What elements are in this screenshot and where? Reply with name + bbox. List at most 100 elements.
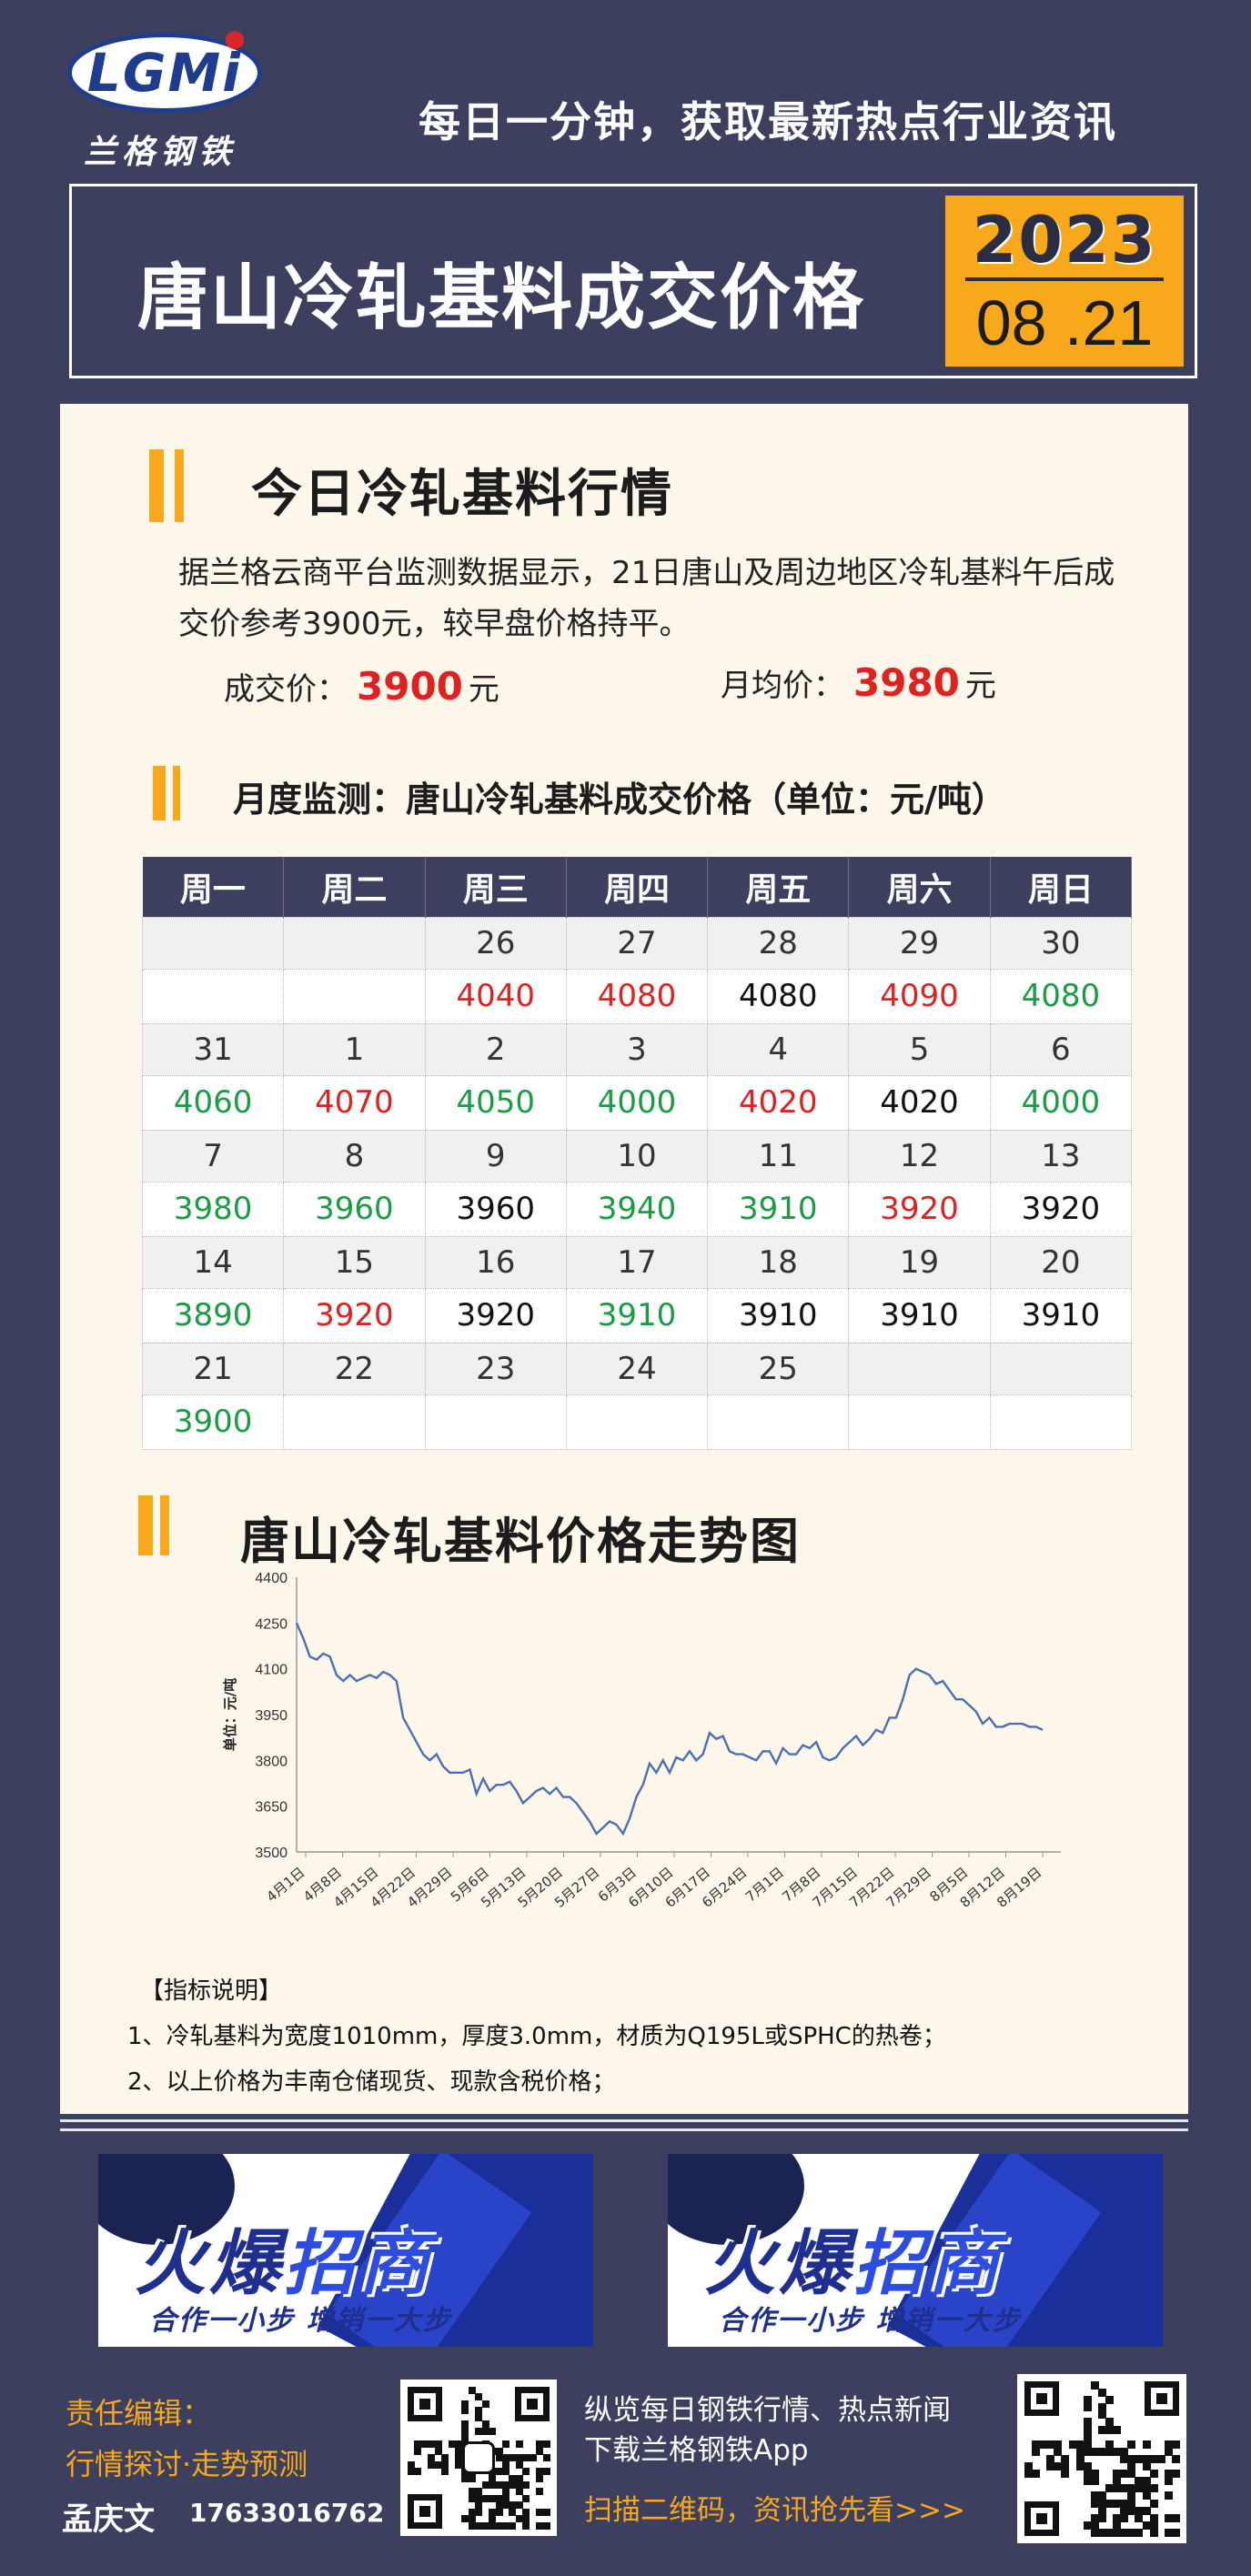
qr-module [495,2521,503,2530]
price-cell: 3910 [707,1181,850,1237]
date-cell: 26 [424,916,567,970]
qr-module [1142,2491,1151,2501]
price-cell: 4090 [848,968,991,1024]
qr-module [1142,2477,1151,2486]
content-card: 今日冷轧基料行情 据兰格云商平台监测数据显示，21日唐山及周边地区冷轧基料午后成… [60,404,1188,2114]
promo-banner[interactable]: 火爆招商 合作一小步 增销一大步 [668,2154,1163,2347]
qr-module [1113,2425,1122,2434]
qr-module [536,2508,544,2516]
slogan: 每日一分钟，获取最新热点行业资讯 [419,97,1117,146]
qr-module [408,2460,415,2469]
qr-module [1083,2425,1092,2434]
qr-module [468,2508,476,2516]
qr-module [1090,2381,1099,2390]
qr-module [428,2440,436,2449]
qr-module [1127,2440,1136,2449]
qr-module [1135,2513,1144,2522]
qr-module [1097,2491,1106,2501]
price-row: 4040 4080 4080 4090 4080 [141,968,1133,1024]
qr-module [1105,2499,1115,2508]
qr-module [475,2501,483,2510]
date-cell: 1 [283,1022,426,1076]
wechat-qr-code[interactable] [400,2380,557,2536]
qr-module [1127,2484,1136,2493]
qr-module [515,2440,523,2449]
editor-phone: 17633016762 [189,2498,385,2528]
weekday-cell: 周一 [142,857,285,917]
qr-module [1113,2521,1122,2530]
banner-subtitle: 合作一小步 增销一大步 [719,2305,1022,2337]
qr-module [542,2468,550,2476]
date-cell: 29 [848,916,991,970]
price-row: 4060 4070 4050 4000 4020 4020 4000 [141,1074,1133,1131]
avg-price: 月均价： 3980 元 [721,660,996,705]
date-cell: 12 [848,1129,991,1182]
qr-module [1097,2528,1106,2537]
date-cell [848,1342,991,1395]
price-cell: 3910 [989,1287,1133,1343]
logo-text: LGMi [86,42,243,104]
x-tick-label: 7月1日 [742,1864,787,1905]
y-tick-label: 4400 [255,1571,288,1586]
qr-module [461,2474,469,2482]
qr-module [1149,2470,1158,2479]
qr-module [502,2488,509,2496]
price-cell [989,1394,1133,1450]
price-cell: 3910 [848,1287,991,1343]
qr-module [1075,2462,1085,2471]
app-qr-code[interactable] [1017,2374,1186,2543]
qr-module [1127,2528,1136,2537]
price-cell: 3890 [141,1287,285,1343]
qr-module [434,2440,442,2449]
qr-module [542,2440,550,2449]
qr-module [502,2454,509,2462]
weekday-cell: 周六 [848,857,991,917]
qr-module [1083,2432,1092,2441]
qr-module [1090,2477,1099,2486]
price-cell: 3960 [424,1181,567,1237]
price-cell [565,1394,709,1450]
qr-module [509,2474,517,2482]
qr-module [1097,2499,1106,2508]
qr-module [1120,2484,1129,2493]
price-cell: 3940 [565,1181,709,1237]
y-axis-label: 单位：元/吨 [222,1678,238,1751]
qr-module [1120,2470,1129,2479]
qr-module [1120,2528,1129,2537]
qr-module [515,2501,523,2510]
promo-banner[interactable]: 火爆招商 合作一小步 增销一大步 [98,2154,593,2347]
qr-module [536,2468,544,2476]
qr-module [1120,2513,1129,2522]
date-badge: 2023 08 .21 [945,196,1184,367]
qr-module [522,2468,530,2476]
qr-module [1039,2440,1048,2449]
qr-module [1097,2513,1106,2522]
date-cell [141,916,285,970]
qr-module [1090,2521,1099,2530]
qr-module [536,2488,544,2496]
qr-module [1149,2454,1158,2463]
qr-module [1156,2454,1165,2463]
qr-module [1090,2491,1099,2501]
lange-logo: LGMi 兰格钢铁 [62,25,271,171]
qr-module [522,2494,530,2502]
notes: 【指标说明】 1、冷轧基料为宽度1010mm，厚度3.0mm，材质为Q195L或… [127,1968,946,2105]
weekday-header: 周一 周二 周三 周四 周五 周六 周日 [142,857,1133,917]
qr-module [1097,2447,1106,2456]
date-cell: 18 [707,1235,850,1289]
qr-module [1105,2418,1115,2427]
price-cell: 3910 [707,1287,850,1343]
qr-module [1113,2528,1122,2537]
divider-line [60,2128,1188,2131]
qr-module [1061,2470,1070,2479]
date-cell: 5 [848,1022,991,1076]
qr-module [515,2515,523,2523]
price-cell: 3920 [424,1287,567,1343]
section-marker [138,1495,153,1555]
qr-module [509,2454,517,2462]
price-cell [141,968,285,1024]
price-series-line [295,1622,1044,1836]
qr-module [1127,2499,1136,2508]
date-month-day: 08 .21 [975,287,1154,358]
section-marker [149,449,164,522]
